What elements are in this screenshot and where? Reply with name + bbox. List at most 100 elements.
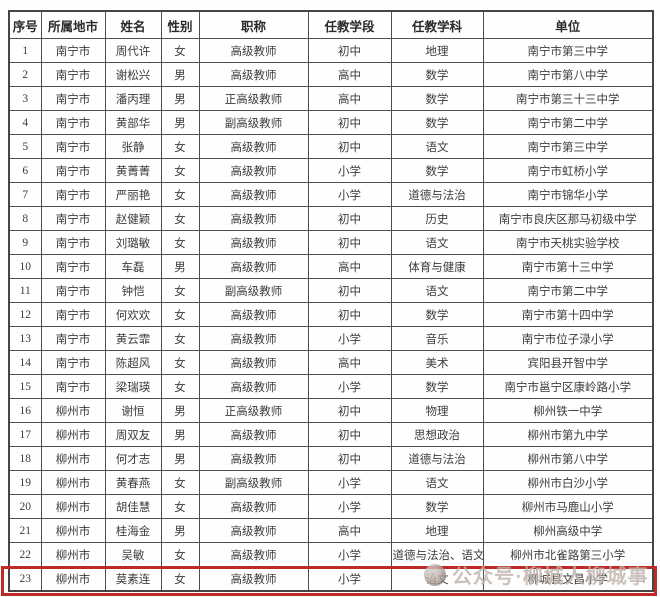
table-cell: 初中 bbox=[307, 206, 392, 231]
table-cell: 南宁市 bbox=[40, 254, 106, 279]
table-cell: 吴敏 bbox=[104, 542, 162, 567]
table-cell: 初中 bbox=[307, 38, 392, 63]
table-cell: 谢松兴 bbox=[104, 62, 162, 87]
table-cell: 柳州铁一中学 bbox=[482, 398, 654, 423]
table-cell: 女 bbox=[160, 302, 200, 327]
table-cell: 体育与健康 bbox=[390, 254, 484, 279]
table-cell: 严丽艳 bbox=[104, 182, 162, 207]
table-cell: 南宁市 bbox=[40, 62, 106, 87]
table-cell: 南宁市第三中学 bbox=[482, 38, 654, 63]
table-cell: 南宁市 bbox=[40, 86, 106, 111]
table-cell: 6 bbox=[8, 158, 42, 183]
table-cell: 柳州市 bbox=[40, 446, 106, 471]
table-cell: 数学 bbox=[390, 494, 484, 519]
table-cell: 3 bbox=[8, 86, 42, 111]
table-cell: 陈超风 bbox=[104, 350, 162, 375]
table-cell: 小学 bbox=[307, 494, 392, 519]
table-cell: 道德与法治、语文 bbox=[390, 542, 484, 567]
table-cell: 语文 bbox=[390, 230, 484, 255]
table-cell: 南宁市 bbox=[40, 350, 106, 375]
table-row: 15 南宁市 梁瑞瑛女高级教师 小学 数学 南宁市邕宁区康岭路小学 bbox=[8, 374, 654, 399]
table-cell: 初中 bbox=[307, 134, 392, 159]
table-cell: 女 bbox=[160, 542, 200, 567]
table-cell: 南宁市第十三中学 bbox=[482, 254, 654, 279]
table-cell: 高级教师 bbox=[198, 302, 309, 327]
table-cell: 高级教师 bbox=[198, 446, 309, 471]
table-cell: 高级教师 bbox=[198, 350, 309, 375]
table-cell: 高中 bbox=[307, 86, 392, 111]
table-row: 4 南宁市 黄部华男副高级教师 初中 数学 南宁市第二中学 bbox=[8, 110, 654, 135]
table-row: 17 柳州市 周双友男高级教师 初中 思想政治 柳州市第九中学 bbox=[8, 422, 654, 447]
table-cell: 初中 bbox=[307, 302, 392, 327]
table-cell: 女 bbox=[160, 350, 200, 375]
table-cell: 地理 bbox=[390, 518, 484, 543]
table-cell: 刘璐敏 bbox=[104, 230, 162, 255]
table-cell: 高级教师 bbox=[198, 182, 309, 207]
table-cell: 女 bbox=[160, 158, 200, 183]
table-cell: 男 bbox=[160, 446, 200, 471]
table-cell: 柳州市 bbox=[40, 398, 106, 423]
table-cell: 男 bbox=[160, 518, 200, 543]
table-cell: 正高级教师 bbox=[198, 398, 309, 423]
table-cell: 南宁市 bbox=[40, 206, 106, 231]
table-cell: 16 bbox=[8, 398, 42, 423]
table-cell: 南宁市位子渌小学 bbox=[482, 326, 654, 351]
table-cell: 南宁市 bbox=[40, 182, 106, 207]
table-cell: 高级教师 bbox=[198, 374, 309, 399]
table-cell: 南宁市邕宁区康岭路小学 bbox=[482, 374, 654, 399]
teachers-table: 序号 所属地市 姓名 性别 职称 任教学段 任教学科 单位 1 南宁市 周代许女高级… bbox=[8, 10, 654, 592]
table-cell: 男 bbox=[160, 422, 200, 447]
table-row: 9 南宁市 刘璐敏女高级教师 初中 语文 南宁市天桃实验学校 bbox=[8, 230, 654, 255]
table-cell: 小学 bbox=[307, 374, 392, 399]
table-cell: 男 bbox=[160, 86, 200, 111]
col-header-title: 职称 bbox=[198, 10, 309, 39]
table-cell: 柳州市 bbox=[40, 542, 106, 567]
table-cell: 初中 bbox=[307, 278, 392, 303]
table-cell: 南宁市虹桥小学 bbox=[482, 158, 654, 183]
table-cell: 柳州市马鹿山小学 bbox=[482, 494, 654, 519]
table-cell: 高级教师 bbox=[198, 254, 309, 279]
table-cell: 南宁市 bbox=[40, 326, 106, 351]
table-cell: 女 bbox=[160, 134, 200, 159]
col-header-stage: 任教学段 bbox=[307, 10, 392, 39]
table-cell: 11 bbox=[8, 278, 42, 303]
table-cell: 女 bbox=[160, 494, 200, 519]
table-cell: 高级教师 bbox=[198, 134, 309, 159]
table-row: 5 南宁市 张静女高级教师 初中 语文 南宁市第三中学 bbox=[8, 134, 654, 159]
table-row: 3 南宁市 潘丙理男正高级教师 高中 数学 南宁市第三十三中学 bbox=[8, 86, 654, 111]
table-cell: 柳州市 bbox=[40, 518, 106, 543]
table-cell: 柳州市 bbox=[40, 470, 106, 495]
table-cell: 南宁市第十四中学 bbox=[482, 302, 654, 327]
table-cell: 高级教师 bbox=[198, 422, 309, 447]
table-cell: 小学 bbox=[307, 158, 392, 183]
table-cell: 南宁市 bbox=[40, 134, 106, 159]
table-cell: 数学 bbox=[390, 374, 484, 399]
table-row: 13 南宁市 黄云霏女高级教师 小学 音乐 南宁市位子渌小学 bbox=[8, 326, 654, 351]
table-row: 16 柳州市 谢恒男正高级教师 初中 物理 柳州铁一中学 bbox=[8, 398, 654, 423]
table-cell: 2 bbox=[8, 62, 42, 87]
table-cell: 何才志 bbox=[104, 446, 162, 471]
table-cell: 初中 bbox=[307, 230, 392, 255]
table-cell: 黄春燕 bbox=[104, 470, 162, 495]
table-cell: 柳州市第九中学 bbox=[482, 422, 654, 447]
table-cell: 1 bbox=[8, 38, 42, 63]
table-cell: 美术 bbox=[390, 350, 484, 375]
table-cell: 男 bbox=[160, 62, 200, 87]
table-cell: 19 bbox=[8, 470, 42, 495]
table-cell: 高中 bbox=[307, 518, 392, 543]
table-cell: 23 bbox=[8, 566, 42, 592]
table-row: 23 柳州市 莫素连女高级教师 小学 语文 柳城县文昌小学 bbox=[8, 566, 654, 592]
table-cell: 18 bbox=[8, 446, 42, 471]
table-cell: 13 bbox=[8, 326, 42, 351]
table-cell: 物理 bbox=[390, 398, 484, 423]
table-cell: 南宁市 bbox=[40, 230, 106, 255]
table-row: 18 柳州市 何才志男高级教师 初中 道德与法治 柳州市第八中学 bbox=[8, 446, 654, 471]
table-cell: 高级教师 bbox=[198, 38, 309, 63]
table-cell: 高级教师 bbox=[198, 494, 309, 519]
table-cell: 10 bbox=[8, 254, 42, 279]
table-cell: 女 bbox=[160, 182, 200, 207]
table-cell: 柳城县文昌小学 bbox=[482, 566, 654, 592]
table-cell: 高级教师 bbox=[198, 206, 309, 231]
table-cell: 历史 bbox=[390, 206, 484, 231]
table-cell: 南宁市第三十三中学 bbox=[482, 86, 654, 111]
